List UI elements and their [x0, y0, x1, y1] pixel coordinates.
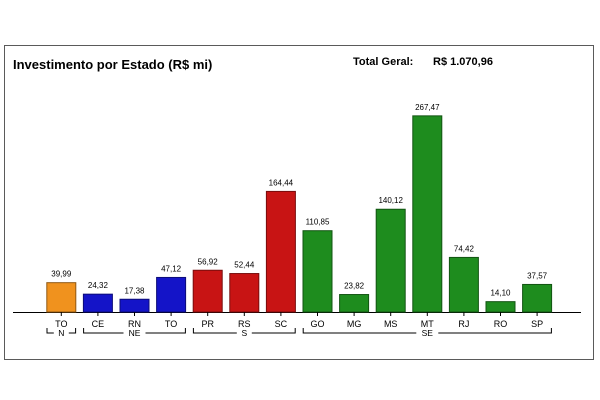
bar-chart: 39,99 TO 24,32 CE 17,38 RN 47,12 TO 56,92 PR 52,44… — [13, 103, 581, 338]
group-bracket-ne — [83, 328, 186, 334]
value-label: 140,12 — [378, 196, 403, 205]
tick-label: SP — [531, 319, 543, 329]
group-label-ne: NE — [129, 328, 141, 338]
value-label: 267,47 — [415, 103, 440, 112]
bar-ms-9 — [375, 208, 406, 313]
value-label: 110,85 — [306, 218, 330, 227]
tick-label: SC — [275, 319, 288, 329]
tick-label: CE — [92, 319, 105, 329]
value-label: 47,12 — [161, 264, 182, 273]
value-label: 17,38 — [124, 286, 145, 295]
value-label: 24,32 — [88, 281, 109, 290]
group-bracket-s — [192, 328, 296, 334]
value-label: 52,44 — [234, 261, 255, 270]
tick-label: GO — [310, 319, 324, 329]
tick-label: MT — [421, 319, 434, 329]
tick-label: RO — [494, 319, 508, 329]
value-label: 39,99 — [51, 270, 72, 279]
bar-rs-5 — [229, 273, 260, 313]
tick-label: TO — [165, 319, 177, 329]
chart-title: Investimento por Estado (R$ mi) — [13, 57, 213, 72]
value-label: 164,44 — [269, 178, 294, 187]
total-label: Total Geral: — [353, 56, 414, 68]
bar-to-3 — [156, 276, 187, 313]
value-label: 14,10 — [490, 289, 511, 298]
group-label-se: SE — [422, 328, 434, 338]
group-bracket-n — [46, 328, 77, 334]
value-label: 23,82 — [344, 282, 365, 291]
tick-label: PR — [201, 319, 214, 329]
bar-sc-6 — [265, 190, 296, 313]
tick-label: MG — [347, 319, 362, 329]
bar-sp-13 — [522, 283, 553, 313]
group-bracket-se — [302, 328, 552, 334]
bar-mg-8 — [339, 294, 370, 313]
bar-ce-1 — [82, 293, 113, 313]
tick-label: MS — [384, 319, 398, 329]
chart-frame: Investimento por Estado (R$ mi) Total Ge… — [4, 45, 594, 360]
tick-label: TO — [55, 319, 67, 329]
value-label: 56,92 — [198, 257, 219, 266]
bar-pr-4 — [192, 269, 223, 313]
bar-ro-12 — [485, 301, 516, 313]
group-label-n: N — [58, 328, 64, 338]
total-value: R$ 1.070,96 — [433, 56, 493, 68]
group-label-s: S — [241, 328, 247, 338]
bar-to-0 — [46, 282, 77, 313]
tick-label: RJ — [458, 319, 469, 329]
tick-label: RN — [128, 319, 141, 329]
value-label: 37,57 — [527, 271, 548, 280]
bar-rn-2 — [119, 298, 150, 313]
bar-rj-11 — [448, 256, 479, 313]
tick-label: RS — [238, 319, 251, 329]
bar-go-7 — [302, 230, 333, 313]
bar-mt-10 — [412, 115, 443, 313]
value-label: 74,42 — [454, 244, 475, 253]
